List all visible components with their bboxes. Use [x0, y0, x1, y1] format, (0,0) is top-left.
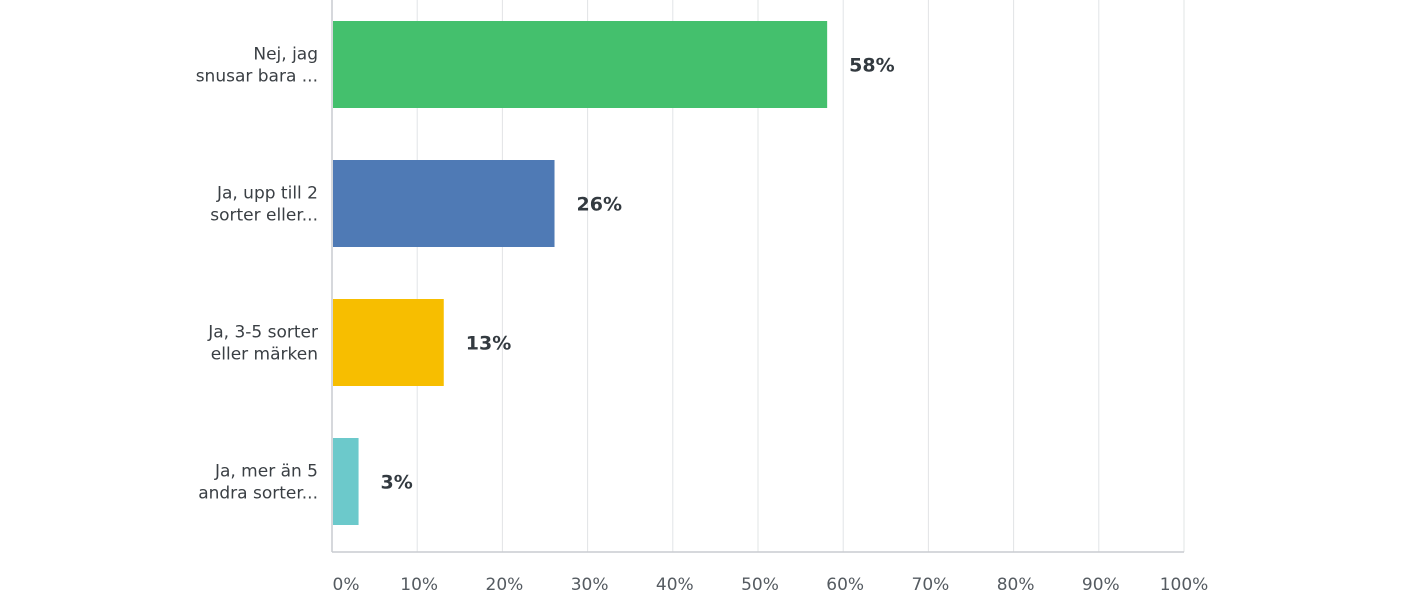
x-tick-label: 70% — [912, 575, 950, 595]
x-tick-label: 20% — [486, 575, 524, 595]
category-label: Ja, upp till 2 sorter eller... — [210, 184, 318, 226]
x-tick-label: 90% — [1082, 575, 1120, 595]
category-label-line: sorter eller... — [210, 206, 318, 226]
x-tick-label: 60% — [826, 575, 864, 595]
bar-value-label: 3% — [381, 472, 413, 494]
category-label-line: andra sorter... — [198, 484, 318, 504]
category-label-line: Nej, jag — [253, 45, 318, 65]
bar-4 — [333, 438, 359, 525]
bar-2 — [333, 160, 555, 247]
x-tick-label: 30% — [571, 575, 609, 595]
bar-3 — [333, 299, 444, 386]
x-tick-label: 80% — [997, 575, 1035, 595]
x-tick-label: 40% — [656, 575, 694, 595]
bar-value-label: 13% — [466, 333, 511, 355]
category-label: Ja, mer än 5 andra sorter... — [198, 462, 318, 504]
x-tick-label: 50% — [741, 575, 779, 595]
x-tick-label: 0% — [333, 575, 360, 595]
bar-1 — [333, 21, 828, 108]
bar-value-label: 26% — [577, 194, 622, 216]
category-label-line: Ja, mer än 5 — [214, 462, 318, 482]
category-label: Ja, 3-5 sorter eller märken — [207, 323, 318, 365]
x-tick-label: 100% — [1160, 575, 1209, 595]
category-label-line: Ja, upp till 2 — [216, 184, 318, 204]
category-label-line: Ja, 3-5 sorter — [207, 323, 318, 343]
x-tick-label: 10% — [400, 575, 438, 595]
category-label-line: snusar bara ... — [196, 67, 318, 87]
bar-value-label: 58% — [849, 55, 894, 77]
category-label-line: eller märken — [211, 345, 318, 365]
category-label: Nej, jag snusar bara ... — [196, 45, 318, 87]
